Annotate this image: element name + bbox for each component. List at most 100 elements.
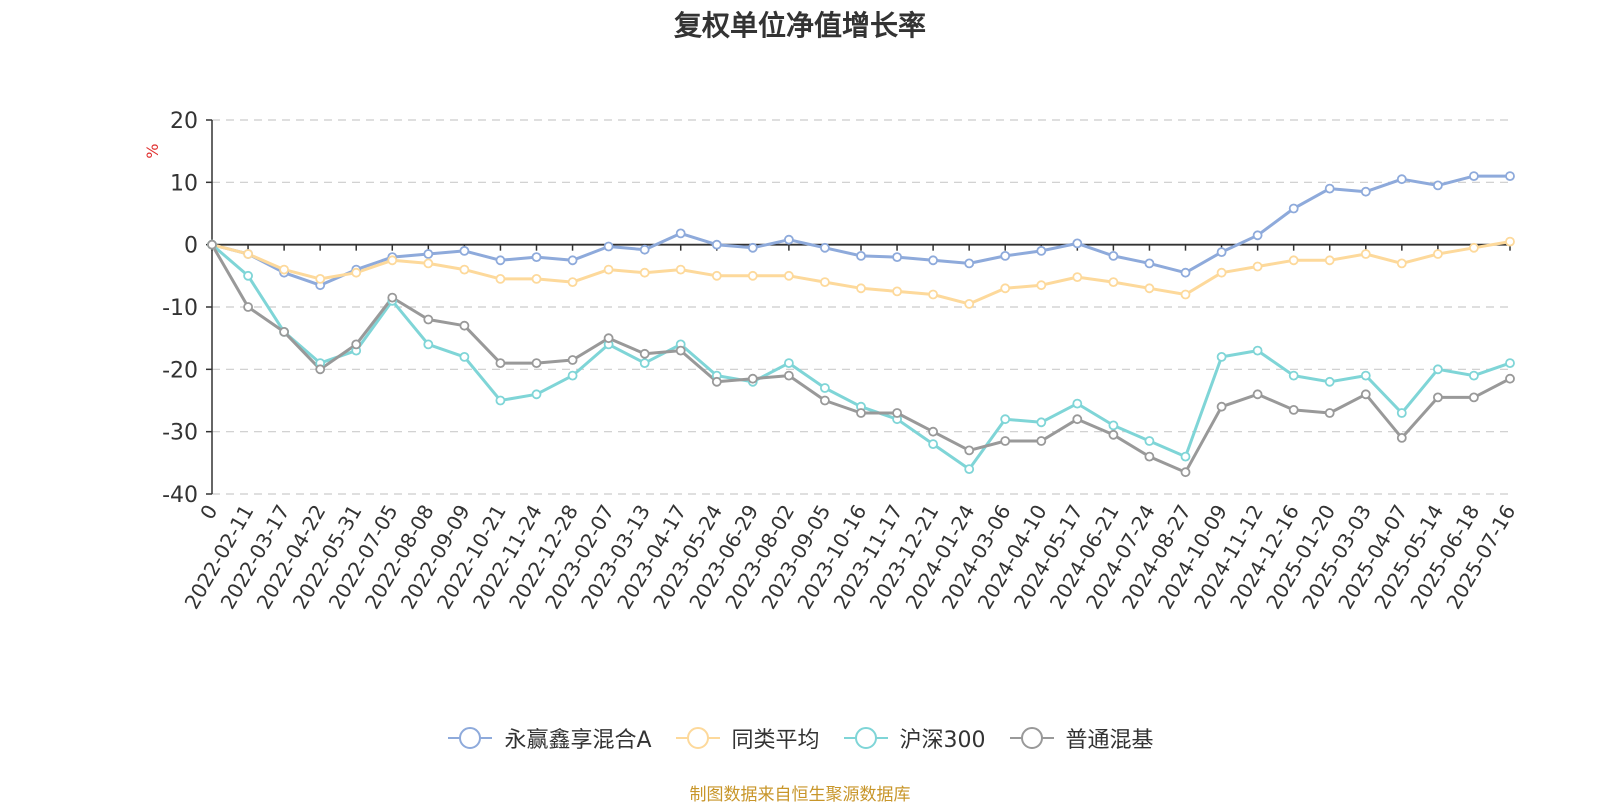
legend-circle	[459, 727, 482, 749]
legend-line-circle-icon	[1009, 727, 1054, 749]
data-point	[1433, 180, 1443, 191]
data-point	[1108, 277, 1119, 288]
y-axis-label: %	[143, 144, 162, 159]
data-point	[784, 270, 794, 281]
y-tick-label: -20	[162, 358, 198, 383]
legend-label: 永赢鑫享混合A	[504, 728, 652, 753]
data-point	[603, 241, 614, 252]
data-point	[351, 339, 362, 350]
data-point	[603, 264, 614, 275]
legend-line-circle-icon	[675, 727, 720, 749]
grid-lines	[212, 119, 1510, 495]
y-tick-label: 10	[170, 171, 198, 196]
data-point	[639, 358, 650, 369]
data-point	[639, 244, 650, 255]
data-point	[1180, 451, 1191, 462]
data-point	[1252, 261, 1263, 272]
data-point	[820, 395, 830, 406]
data-point	[1000, 283, 1011, 294]
legend-label: 普通混基	[1065, 728, 1154, 753]
data-point	[351, 267, 362, 278]
data-point	[1396, 408, 1407, 418]
data-point	[675, 264, 686, 275]
data-point	[639, 267, 650, 278]
legend-line-circle-icon	[843, 727, 888, 749]
data-point	[1072, 398, 1083, 409]
data-point	[1360, 186, 1371, 197]
data-point	[243, 270, 254, 281]
data-point	[207, 239, 217, 250]
data-point	[1216, 401, 1227, 412]
data-point	[495, 395, 506, 406]
data-point	[711, 376, 722, 387]
data-point	[1216, 267, 1227, 278]
data-point	[892, 252, 902, 263]
data-point	[964, 258, 975, 269]
data-point	[1216, 247, 1227, 258]
series-line-2	[210, 243, 1512, 471]
legend: 永赢鑫享混合A 同类平均 沪深300 普通混基	[0, 722, 1600, 754]
data-point	[531, 273, 542, 284]
data-point	[1072, 238, 1083, 249]
data-point	[1360, 389, 1371, 400]
data-point	[459, 320, 470, 331]
data-point	[243, 249, 254, 259]
data-point	[1252, 389, 1263, 400]
axis-labels: 20100-10-20-30-40%02022-02-112022-03-172…	[143, 109, 1520, 613]
legend-circle	[1020, 727, 1043, 749]
series-line-3	[210, 243, 1512, 474]
data-point	[567, 355, 578, 365]
data-point	[531, 358, 542, 369]
data-point	[784, 358, 794, 369]
y-tick-label: -30	[162, 421, 198, 446]
data-point	[1433, 364, 1443, 375]
data-point	[1469, 242, 1479, 253]
data-point	[1324, 255, 1335, 266]
legend-label: 沪深300	[899, 728, 986, 753]
data-point	[1433, 249, 1443, 259]
legend-item-2[interactable]: 沪深300	[842, 722, 986, 754]
legend-item-1[interactable]: 同类平均	[674, 722, 820, 754]
data-point	[1000, 414, 1011, 425]
x-tick-label: 0	[195, 501, 222, 524]
data-point	[423, 258, 434, 269]
data-point	[1505, 236, 1515, 247]
y-tick-label: -40	[162, 483, 198, 508]
data-point	[1144, 283, 1155, 294]
data-point	[1396, 432, 1407, 443]
data-point	[1396, 258, 1407, 269]
data-point	[1469, 171, 1479, 182]
data-point	[711, 270, 722, 281]
data-point	[567, 277, 578, 288]
data-point	[423, 249, 434, 259]
data-point	[675, 345, 686, 356]
data-point	[459, 264, 470, 275]
data-point	[279, 264, 290, 275]
data-point	[1288, 255, 1299, 266]
data-point	[1036, 436, 1047, 446]
data-point	[495, 358, 506, 369]
axes	[206, 119, 1511, 495]
legend-item-0[interactable]: 永赢鑫享混合A	[446, 722, 652, 754]
data-point	[459, 351, 470, 362]
data-point	[315, 364, 326, 375]
legend-line-circle-icon	[448, 727, 493, 749]
data-point	[1324, 408, 1335, 418]
data-point	[928, 426, 938, 437]
legend-item-3[interactable]: 普通混基	[1008, 722, 1154, 754]
data-point	[1433, 392, 1443, 403]
data-point	[1180, 289, 1191, 300]
data-point	[423, 314, 434, 325]
data-point	[820, 242, 830, 253]
data-point	[1469, 370, 1479, 381]
data-point	[928, 255, 938, 266]
data-point	[784, 370, 794, 381]
data-point	[1360, 249, 1371, 259]
data-point	[856, 408, 866, 418]
series-line-0	[210, 174, 1512, 287]
data-point	[1216, 351, 1227, 362]
data-point	[639, 348, 650, 359]
data-point	[423, 339, 434, 350]
